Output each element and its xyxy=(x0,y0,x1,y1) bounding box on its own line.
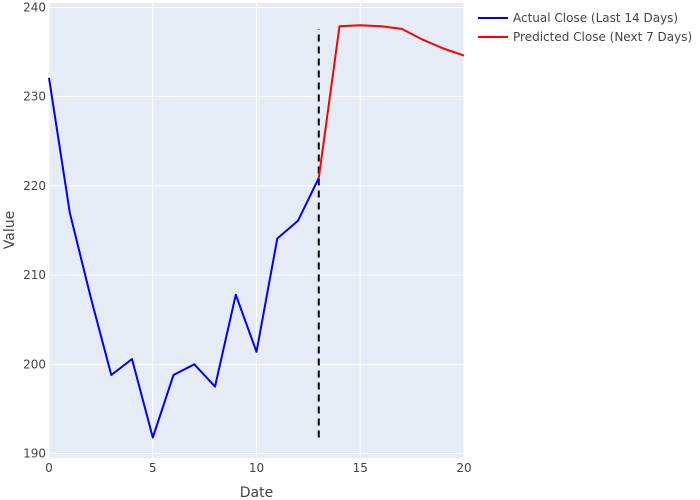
y-tick-label: 220 xyxy=(23,179,46,193)
series-layer xyxy=(48,24,465,439)
x-tick-label: 5 xyxy=(149,461,157,475)
y-tick-label: 210 xyxy=(23,268,46,282)
y-tick-label: 200 xyxy=(23,357,46,371)
y-axis-ticks: 190 200 210 220 230 240 xyxy=(23,0,46,460)
actual-close-line xyxy=(48,77,320,439)
predicted-close-line xyxy=(317,24,465,179)
x-tick-label: 15 xyxy=(353,461,368,475)
legend-label: Actual Close (Last 14 Days) xyxy=(513,11,678,25)
y-tick-label: 240 xyxy=(23,0,46,14)
legend-label: Predicted Close (Next 7 Days) xyxy=(513,30,692,44)
y-axis-title: Value xyxy=(2,211,18,249)
x-tick-label: 10 xyxy=(249,461,264,475)
x-tick-label: 0 xyxy=(45,461,53,475)
x-axis-ticks: 0 5 10 15 20 xyxy=(45,461,471,475)
grid-lines xyxy=(48,3,465,458)
y-tick-label: 230 xyxy=(23,90,46,104)
legend: Actual Close (Last 14 Days) Predicted Clo… xyxy=(478,11,692,44)
y-tick-label: 190 xyxy=(23,447,46,461)
x-axis-title: Date xyxy=(240,485,273,500)
x-tick-label: 20 xyxy=(456,461,471,475)
